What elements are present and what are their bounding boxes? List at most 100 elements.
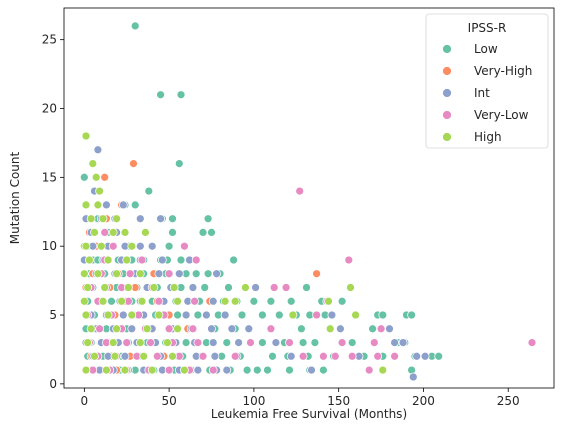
point-int (188, 283, 198, 292)
point-low (222, 338, 232, 347)
point-high (122, 255, 132, 265)
point-very-low (295, 186, 305, 196)
point-very-low (193, 338, 203, 347)
x-tick-label: 0 (81, 394, 89, 408)
point-int (202, 310, 211, 320)
point-very-low (246, 338, 255, 347)
point-int (174, 269, 184, 279)
point-high (108, 338, 118, 347)
point-low (191, 269, 201, 279)
point-low (173, 310, 182, 320)
point-low (164, 241, 174, 251)
point-low (249, 296, 259, 306)
point-high (120, 228, 130, 237)
point-high (163, 338, 172, 347)
x-tick-label: 50 (161, 394, 176, 408)
point-high (98, 296, 108, 306)
point-high (81, 200, 91, 210)
point-int (336, 324, 345, 334)
point-high (81, 241, 91, 251)
legend-label-int: Int (474, 86, 490, 100)
point-very-low (180, 241, 189, 251)
y-tick-label: 15 (42, 170, 57, 184)
point-int (210, 351, 220, 361)
point-int (222, 365, 232, 375)
point-int (135, 214, 145, 224)
point-low (378, 310, 388, 320)
point-int (156, 214, 165, 224)
legend-marker-low (442, 44, 452, 54)
point-high (102, 365, 111, 375)
point-low (168, 214, 177, 224)
point-int (227, 324, 237, 334)
point-very-high (312, 269, 321, 279)
point-very-low (154, 296, 164, 306)
point-int (251, 283, 260, 292)
point-very-low (164, 365, 174, 375)
point-high (230, 296, 240, 306)
point-int (271, 338, 281, 347)
points-layer (79, 21, 537, 382)
point-very-low (191, 255, 201, 265)
point-high (147, 365, 157, 375)
point-low (193, 310, 203, 320)
point-high (120, 365, 130, 375)
point-very-low (364, 365, 374, 375)
x-axis-label: Leukemia Free Survival (Months) (211, 407, 407, 421)
point-very-low (390, 351, 399, 361)
point-low (319, 365, 328, 375)
point-very-low (208, 365, 218, 375)
legend-title: IPSS-R (468, 21, 507, 35)
point-int (181, 310, 191, 320)
point-high (81, 310, 91, 320)
point-high (79, 296, 89, 306)
point-low (286, 296, 296, 306)
point-very-low (337, 338, 347, 347)
point-high (110, 351, 120, 361)
point-high (79, 269, 89, 279)
point-int (93, 145, 103, 155)
point-high (324, 296, 333, 306)
point-high (81, 131, 91, 141)
point-very-low (100, 228, 110, 237)
point-int (220, 310, 230, 320)
point-int (307, 365, 316, 375)
point-very-low (347, 351, 357, 361)
point-high (168, 351, 177, 361)
point-low (434, 351, 444, 361)
point-int (207, 324, 216, 334)
point-very-low (281, 283, 291, 292)
point-high (142, 324, 152, 334)
y-axis-label: Mutation Count (8, 151, 22, 244)
point-very-low (95, 324, 104, 334)
point-high (98, 214, 108, 224)
point-int (118, 310, 128, 320)
point-high (127, 241, 137, 251)
point-int (390, 338, 399, 347)
point-low (337, 296, 347, 306)
point-int (208, 338, 218, 347)
point-int (118, 200, 128, 210)
point-very-low (376, 324, 386, 334)
point-high (220, 296, 230, 306)
legend-label-high: High (474, 130, 502, 144)
point-very-low (146, 338, 155, 347)
point-low (130, 200, 140, 210)
point-int (157, 255, 167, 265)
point-int (234, 338, 243, 347)
point-low (268, 351, 277, 361)
point-low (347, 338, 357, 347)
point-low (297, 324, 306, 334)
point-high (83, 283, 93, 292)
point-low (176, 255, 186, 265)
point-high (85, 255, 94, 265)
point-int (420, 351, 430, 361)
point-very-low (527, 338, 537, 347)
point-high (93, 269, 103, 279)
point-high (103, 310, 113, 320)
point-very-low (190, 296, 199, 306)
point-low (310, 338, 320, 347)
point-high (169, 283, 179, 292)
plot-frame (63, 7, 555, 389)
point-high (288, 310, 298, 320)
